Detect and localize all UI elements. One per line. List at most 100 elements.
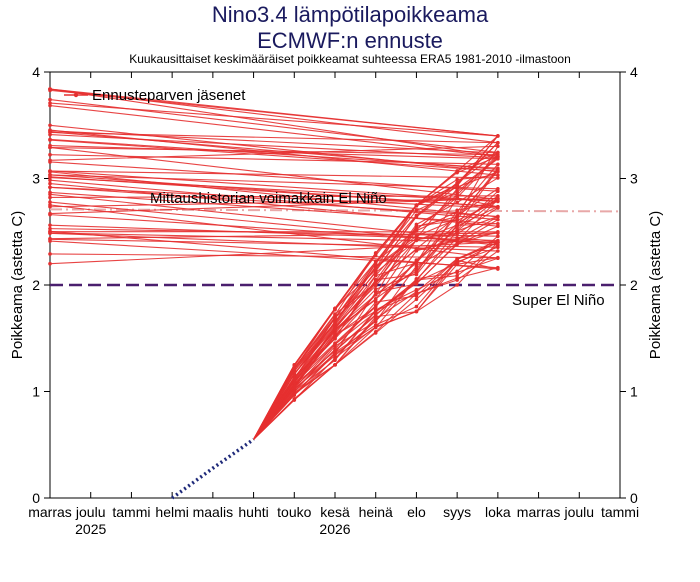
x-tick-label: joulu (563, 504, 594, 520)
ensemble-member-point (333, 315, 337, 320)
strongest-el-nino-line (49, 208, 621, 213)
ensemble-member-point (414, 309, 419, 314)
ensemble-member-point (496, 154, 500, 159)
x-tick-label: maalis (193, 504, 233, 520)
ensemble-member-point (496, 243, 500, 247)
x-tick-label: joulu (75, 504, 106, 520)
ensemble-member-point (414, 297, 419, 302)
y-axis-label-left: Poikkeama (astetta C) (9, 211, 26, 359)
ensemble-member-point (292, 377, 297, 381)
ensemble-member-point (455, 270, 459, 275)
ensemble-member-point (48, 152, 52, 157)
ensemble-member-point (414, 236, 419, 241)
ensemble-member-point (373, 305, 378, 309)
ensemble-member-point (292, 398, 297, 402)
ensemble-member-point (455, 217, 459, 221)
ensemble-member-point (414, 215, 419, 219)
y-tick-label-right: 2 (630, 277, 638, 293)
ensemble-member-point (373, 319, 378, 324)
y-tick-label-right: 1 (630, 384, 638, 400)
chart-title-line2: ECMWF:n ennuste (257, 28, 443, 53)
ensemble-member-point (333, 342, 337, 347)
legend-label: Ennusteparven jäsenet (92, 87, 246, 104)
ensemble-member-point (48, 226, 52, 231)
ensemble-member-point (373, 281, 378, 286)
ensemble-member-point (333, 331, 337, 336)
ensemble-member-line (49, 176, 500, 440)
ensemble-member-point (414, 267, 419, 271)
ensemble-member-point (333, 351, 337, 356)
ensemble-member-point (455, 232, 459, 236)
x-tick-label: tammi (601, 504, 639, 520)
y-axis-label-right: Poikkeama (astetta C) (647, 211, 664, 359)
y-tick-label-right: 3 (630, 171, 638, 187)
y-tick-label-left: 2 (32, 277, 40, 293)
ensemble-member-point (414, 246, 419, 251)
ensemble-member-point (48, 200, 52, 204)
ensemble-member-line (49, 134, 500, 440)
ensemble-member-line (49, 176, 498, 440)
ensemble-member-point (373, 273, 378, 278)
ensemble-member-point (48, 128, 52, 132)
ensemble-member-point (496, 134, 500, 138)
ensemble-member-point (373, 331, 378, 335)
ensemble-member-point (496, 199, 500, 203)
ensemble-member-point (292, 367, 297, 372)
ensemble-member-line (49, 145, 499, 440)
ensemble-member-point (48, 88, 52, 93)
y-tick-label-right: 4 (630, 64, 638, 80)
ensemble-member-line (49, 174, 498, 440)
ensemble-member-point (48, 204, 52, 209)
year-label: 2025 (75, 521, 106, 537)
ensemble-member-point (496, 214, 500, 219)
ensemble-member-point (414, 281, 419, 286)
ensemble-member-point (333, 320, 337, 325)
ensemble-member-point (373, 297, 378, 302)
ensemble-member-point (414, 208, 419, 213)
ensemble-member-point (496, 194, 500, 198)
ensemble-member-point (455, 239, 459, 243)
ensemble-member-point (496, 231, 500, 235)
ensemble-member-point (455, 223, 459, 228)
ensemble-member-point (455, 209, 459, 214)
ensemble-member-point (48, 236, 52, 241)
ensemble-member-point (496, 189, 500, 194)
ensemble-member-point (496, 221, 500, 226)
ensemble-member-point (414, 264, 419, 268)
ensemble-members (48, 87, 500, 440)
super-el-nino-label: Super El Niño (512, 292, 605, 309)
ensemble-member-point (414, 278, 419, 283)
ensemble-member-point (48, 261, 52, 266)
ensemble-member-point (292, 393, 297, 397)
ensemble-member-point (333, 363, 337, 367)
y-tick-label-right: 0 (630, 490, 638, 506)
ensemble-member-point (48, 103, 52, 108)
ensemble-member-point (455, 278, 459, 282)
ensemble-member-point (455, 214, 459, 219)
ensemble-member-point (48, 175, 52, 180)
ensemble-member-point (373, 287, 378, 292)
ensemble-member-point (373, 292, 378, 297)
ensemble-member-point (48, 132, 52, 137)
ensemble-member-point (373, 310, 378, 314)
ensemble-member-point (292, 363, 297, 367)
ensemble-member-point (496, 234, 500, 239)
ensemble-member-point (455, 283, 459, 287)
x-tick-label: tammi (112, 504, 150, 520)
ensemble-member-point (496, 173, 500, 177)
ensemble-member-line (49, 232, 500, 440)
ensemble-member-point (455, 190, 459, 194)
ensemble-member-point (373, 266, 378, 271)
ensemble-member-point (414, 287, 419, 292)
ensemble-member-point (48, 223, 52, 227)
ensemble-member-point (496, 240, 500, 244)
ensemble-member-point (292, 390, 297, 395)
ensemble-member-point (496, 166, 500, 171)
observed-series (171, 437, 255, 500)
ensemble-member-point (496, 267, 500, 271)
ensemble-member-point (455, 195, 459, 200)
ensemble-member-point (414, 224, 419, 229)
ensemble-member-point (414, 261, 419, 265)
observed-line (171, 437, 255, 500)
